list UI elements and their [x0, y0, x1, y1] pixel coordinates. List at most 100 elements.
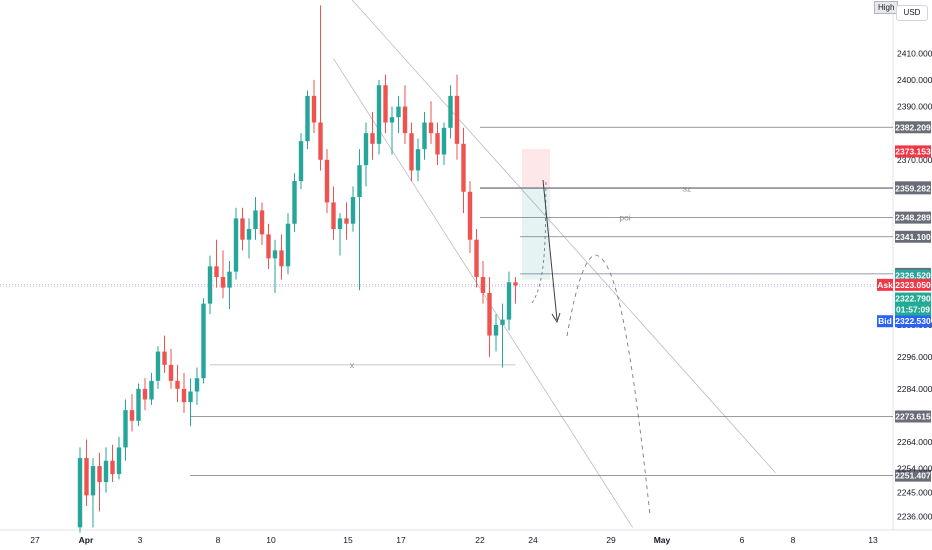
candle — [506, 271, 512, 331]
candle — [188, 378, 193, 427]
candle-body — [136, 388, 141, 421]
candle — [110, 444, 115, 483]
x-tick-label: 8 — [791, 535, 796, 545]
stop-zone — [522, 149, 550, 188]
candle-body — [415, 149, 421, 171]
horizontal-levels: sz poi x — [0, 126, 893, 476]
currency-selector[interactable]: USD — [896, 5, 928, 21]
candle-body — [162, 351, 167, 365]
candle-body — [168, 364, 174, 381]
candle-body — [266, 234, 271, 259]
candle-body — [233, 218, 239, 272]
candle-body — [246, 229, 252, 240]
candle-body — [285, 223, 291, 267]
candle — [493, 314, 499, 352]
candle-body — [305, 95, 310, 142]
ask-price-tag — [895, 278, 931, 291]
x-tick-label: 3 — [138, 535, 143, 545]
x-tick-label: 24 — [528, 535, 538, 545]
price-tag-green — [895, 269, 931, 282]
candle-body — [474, 239, 479, 277]
y-tick-label: 2370.000 — [897, 155, 932, 165]
candle-body — [383, 85, 388, 123]
candle — [357, 149, 362, 291]
candle-body — [279, 250, 284, 267]
x-tick-label: 17 — [396, 535, 406, 545]
candle-body — [142, 388, 148, 400]
y-tick-label: 2236.000 — [897, 512, 932, 522]
candle — [227, 261, 232, 309]
candle-body — [448, 95, 453, 128]
candle-body — [149, 380, 154, 400]
level-tag — [895, 121, 931, 134]
candle-body — [311, 95, 317, 123]
bid-price-tag-label: 2322.530 — [895, 316, 931, 326]
candle-body — [97, 466, 102, 483]
candle — [415, 138, 421, 182]
y-tick-label: 2410.000 — [897, 48, 932, 58]
candle — [487, 276, 492, 357]
candle — [448, 85, 453, 139]
candle — [370, 111, 375, 160]
candle-body — [350, 197, 356, 224]
level-tag-label: 2341.100 — [895, 232, 931, 242]
candle — [84, 439, 89, 507]
candle — [454, 74, 460, 160]
candle-body — [461, 143, 466, 192]
candle-body — [214, 266, 219, 277]
candle-body — [500, 319, 505, 325]
candle-body — [428, 122, 434, 134]
candle — [175, 364, 180, 403]
candle — [461, 127, 466, 214]
x-tick-label: 13 — [868, 535, 878, 545]
ask-badge — [877, 278, 893, 291]
price-axis[interactable]: 2382.2092359.6652359.2822348.2892341.100… — [877, 48, 932, 522]
candle — [272, 239, 278, 293]
candle — [513, 276, 518, 304]
level-note: poi — [619, 213, 630, 223]
candle — [337, 213, 343, 256]
candle — [292, 173, 297, 232]
candle — [77, 447, 83, 533]
candle-body — [480, 276, 486, 293]
chart-background — [0, 0, 932, 531]
candle-body — [441, 127, 447, 155]
projection-arrow — [542, 179, 558, 321]
level-tag-label: 2251.407 — [895, 471, 931, 481]
x-level-note: x — [350, 360, 355, 370]
candle — [318, 5, 323, 171]
y-tick-label: 2390.000 — [897, 102, 932, 112]
candle — [181, 372, 187, 413]
candle — [344, 202, 349, 240]
candle-body — [337, 218, 343, 230]
candle-body — [175, 380, 180, 389]
candle-body — [513, 282, 518, 286]
candle-body — [84, 458, 89, 496]
candle — [441, 122, 447, 166]
candle-body — [155, 351, 161, 381]
candle — [162, 335, 167, 373]
last-price-tag-label: 2322.790 — [895, 294, 931, 304]
level-tag-label: 2359.282 — [895, 183, 931, 193]
candle-body — [103, 460, 109, 483]
candle — [383, 74, 388, 134]
candle — [331, 186, 336, 240]
level-tag-label: 2273.615 — [895, 412, 931, 422]
candle-body — [292, 181, 297, 224]
candle — [201, 298, 206, 384]
candle — [136, 383, 141, 427]
candle-body — [396, 106, 401, 118]
candle-body — [357, 165, 362, 198]
candle — [474, 229, 479, 288]
candle-body — [344, 218, 349, 224]
candle — [155, 346, 161, 389]
time-axis[interactable]: 27 Apr 3 8 10 15 17 22 24 29 May 6 8 13 — [30, 535, 878, 545]
candle-body — [188, 391, 193, 403]
countdown-tag — [895, 304, 931, 316]
last-price-tag — [895, 292, 931, 305]
candle — [240, 207, 245, 251]
candle-body — [227, 271, 232, 288]
arrow-head-icon — [551, 312, 561, 324]
x-tick-label: 6 — [740, 535, 745, 545]
